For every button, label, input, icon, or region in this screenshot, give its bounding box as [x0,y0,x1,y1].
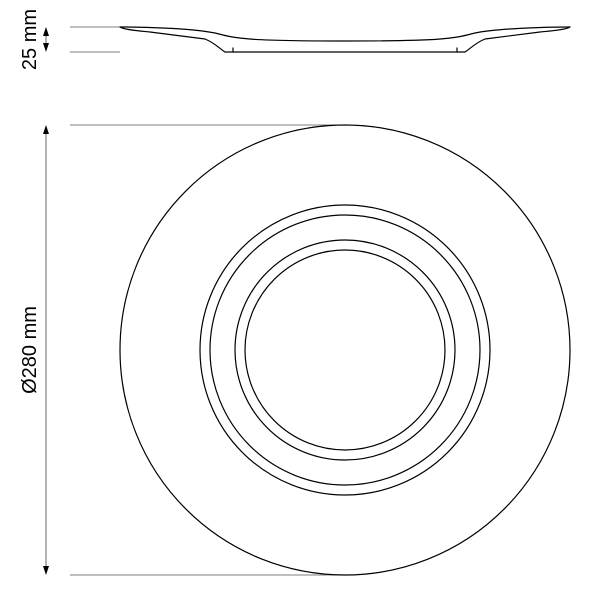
side-elevation [120,27,570,52]
dimensions: 25 mm Ø280 mm [19,9,345,575]
top-view [120,125,570,575]
diameter-dimension-label: Ø280 mm [19,306,41,394]
height-dimension-label: 25 mm [19,9,41,70]
technical-drawing: 25 mm Ø280 mm [0,0,600,600]
